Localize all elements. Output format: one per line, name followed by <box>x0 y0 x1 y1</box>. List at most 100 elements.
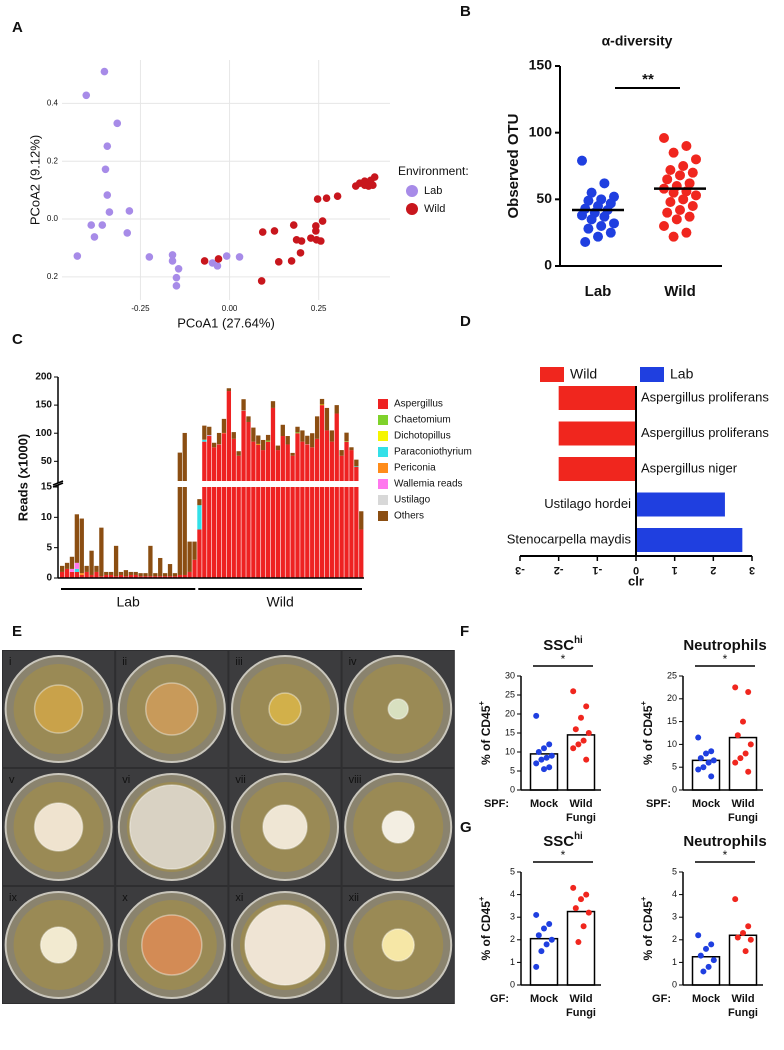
bar-segment <box>270 487 276 578</box>
y-tick-label: 10 <box>667 739 677 749</box>
x-tick-label: 3 <box>749 564 755 576</box>
bar-segment <box>138 573 143 577</box>
point <box>668 147 679 158</box>
axis-break <box>52 482 64 488</box>
legend-swatch <box>640 367 664 382</box>
point <box>73 252 82 260</box>
legend-label: Lab <box>670 366 694 382</box>
bar-segment <box>256 487 261 578</box>
bar-segment <box>324 430 330 481</box>
bar-segment <box>177 452 182 481</box>
legend-swatch <box>378 431 388 441</box>
point <box>570 688 577 695</box>
bar-segment <box>295 432 300 434</box>
point <box>745 768 752 775</box>
bar-segment <box>319 398 325 405</box>
point <box>596 221 607 231</box>
group-label: Lab <box>116 594 140 610</box>
point <box>745 688 752 695</box>
x-tick-label: -3 <box>515 564 525 576</box>
label-text: % of CD45 <box>479 705 493 765</box>
bar-segment <box>153 573 158 577</box>
x-tick-label: Wild <box>731 798 754 810</box>
point <box>533 712 540 719</box>
point <box>369 181 377 190</box>
point <box>538 756 545 763</box>
legend-swatch <box>378 511 388 521</box>
bar-segment <box>182 432 187 481</box>
plate-label: v <box>9 774 15 786</box>
plate-label: xii <box>349 892 359 904</box>
bar <box>558 457 636 481</box>
label-sup: + <box>639 701 648 706</box>
panel-label: B <box>460 3 471 20</box>
point <box>586 187 597 198</box>
bar-segment <box>202 425 207 440</box>
label: % of CD45+ <box>639 701 655 765</box>
point <box>103 142 112 150</box>
point <box>543 754 550 761</box>
legend-title: Environment: <box>398 164 469 178</box>
legend-label: Chaetomium <box>394 415 451 426</box>
point <box>360 181 369 190</box>
bar-segment <box>109 571 114 575</box>
bar-segment <box>359 511 364 530</box>
point <box>708 773 715 780</box>
label: % of CD45+ <box>477 896 493 960</box>
label-text: % of CD45 <box>641 705 655 765</box>
x-tick-label: -0.25 <box>131 304 150 313</box>
bar-label: Ustilago hordei <box>544 496 631 511</box>
point <box>200 257 209 265</box>
bar-segment <box>295 426 300 433</box>
point <box>296 249 305 257</box>
bar-segment <box>212 447 217 481</box>
point <box>734 934 741 941</box>
point <box>734 732 741 739</box>
point <box>583 703 590 710</box>
plate-label: iii <box>235 656 242 668</box>
bar-segment <box>148 576 153 578</box>
y-tick-label: 30 <box>505 670 515 680</box>
y-tick-label: 1 <box>510 957 515 967</box>
point <box>599 178 610 189</box>
bar-segment <box>128 574 133 578</box>
y-axis-title: PCoA2 (9.12%) <box>27 135 42 225</box>
bar-label: Aspergillus proliferans <box>641 425 769 440</box>
label: % of CD45+ <box>639 896 655 960</box>
x-tick-label: Lab <box>585 283 612 300</box>
bar-segment <box>60 565 65 572</box>
bar-segment <box>314 487 320 578</box>
point <box>684 211 695 222</box>
point <box>322 194 331 203</box>
bar-segment <box>197 499 202 506</box>
bar <box>636 528 743 552</box>
point <box>82 91 91 100</box>
x-tick-label: Mock <box>530 993 559 1005</box>
point <box>580 237 591 247</box>
bar-segment <box>285 444 290 481</box>
point <box>662 207 673 218</box>
point <box>671 214 682 225</box>
bar-segment <box>339 455 344 481</box>
bar-segment <box>99 576 104 578</box>
legend-swatch <box>378 447 388 457</box>
legend-label: Others <box>394 511 424 522</box>
point <box>572 905 579 912</box>
group-label: GF: <box>490 993 509 1005</box>
panel-label: A <box>12 19 23 36</box>
legend-swatch <box>378 399 388 409</box>
axis-break <box>52 480 64 486</box>
bar-segment <box>69 571 75 578</box>
bar-segment <box>275 445 281 451</box>
bar-segment <box>207 487 212 578</box>
plate-label: iv <box>349 656 357 668</box>
x-axis-title: clr <box>628 573 644 588</box>
bar-segment <box>221 418 227 433</box>
colony <box>141 914 203 976</box>
y-tick-label: 2 <box>672 934 677 944</box>
group-label: SPF: <box>646 798 671 810</box>
y-tick-label: 0 <box>672 784 677 794</box>
bar-segment <box>349 487 354 578</box>
point <box>705 963 712 970</box>
